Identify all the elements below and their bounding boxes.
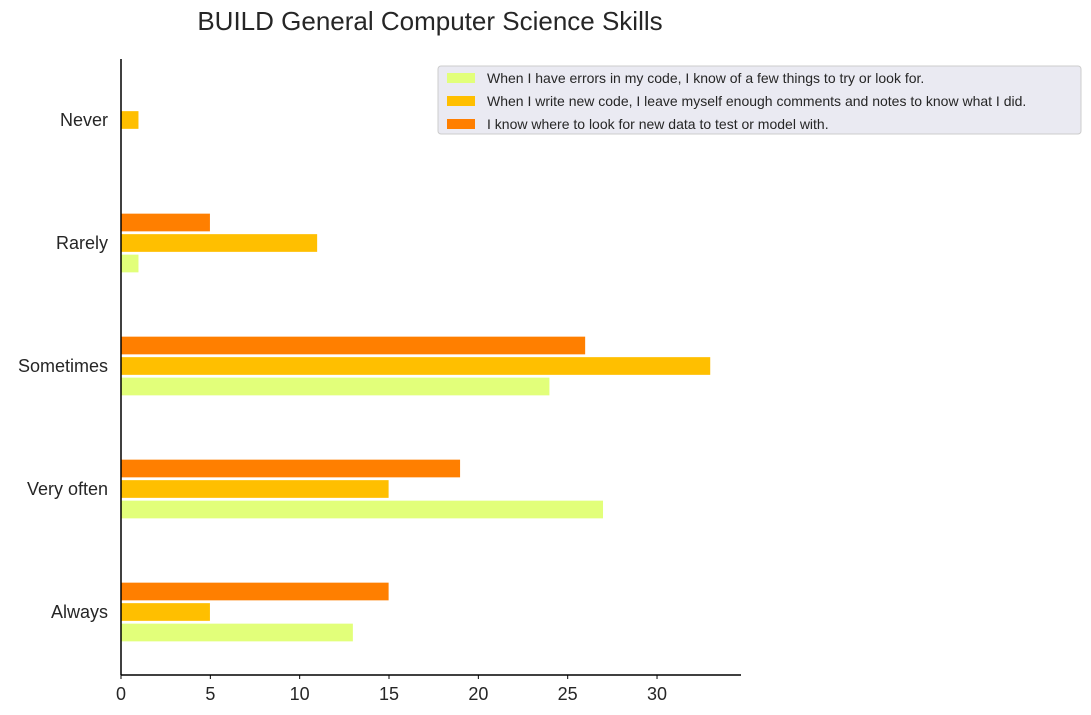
legend-swatch (447, 119, 475, 129)
x-tick-label: 25 (558, 684, 578, 704)
bar (120, 376, 551, 397)
x-tick-label: 15 (379, 684, 399, 704)
y-tick-label: Sometimes (18, 356, 108, 376)
x-tick-label: 10 (290, 684, 310, 704)
bar (120, 212, 211, 233)
x-tick-label: 0 (116, 684, 126, 704)
x-tick-labels: 0 5 10 15 20 25 30 (116, 675, 667, 704)
bar (120, 479, 390, 499)
y-tick-label: Very often (27, 479, 108, 499)
x-tick-label: 30 (647, 684, 667, 704)
bar (120, 458, 461, 479)
bar (120, 110, 140, 130)
legend-swatch (447, 96, 475, 106)
legend-frame (437, 65, 1082, 135)
bar (120, 335, 586, 356)
y-tick-label: Never (60, 110, 108, 130)
y-tick-labels: Always Very often Sometimes Rarely Never (18, 110, 108, 622)
legend-label: When I write new code, I leave myself en… (487, 93, 1026, 109)
chart-title: BUILD General Computer Science Skills (197, 6, 662, 36)
legend-label: When I have errors in my code, I know of… (487, 70, 924, 86)
bar (120, 622, 354, 643)
bar (120, 581, 390, 602)
bar (120, 602, 211, 622)
x-tick-label: 20 (468, 684, 488, 704)
x-tick-label: 5 (205, 684, 215, 704)
y-tick-label: Rarely (56, 233, 108, 253)
bar (120, 233, 318, 253)
y-tick-label: Always (51, 602, 108, 622)
bar (120, 356, 712, 376)
bars (120, 110, 712, 643)
bar (120, 253, 140, 274)
legend-swatch (447, 73, 475, 83)
legend-label: I know where to look for new data to tes… (487, 116, 829, 132)
legend: When I have errors in my code, I know of… (437, 65, 1082, 135)
bar (120, 499, 604, 520)
